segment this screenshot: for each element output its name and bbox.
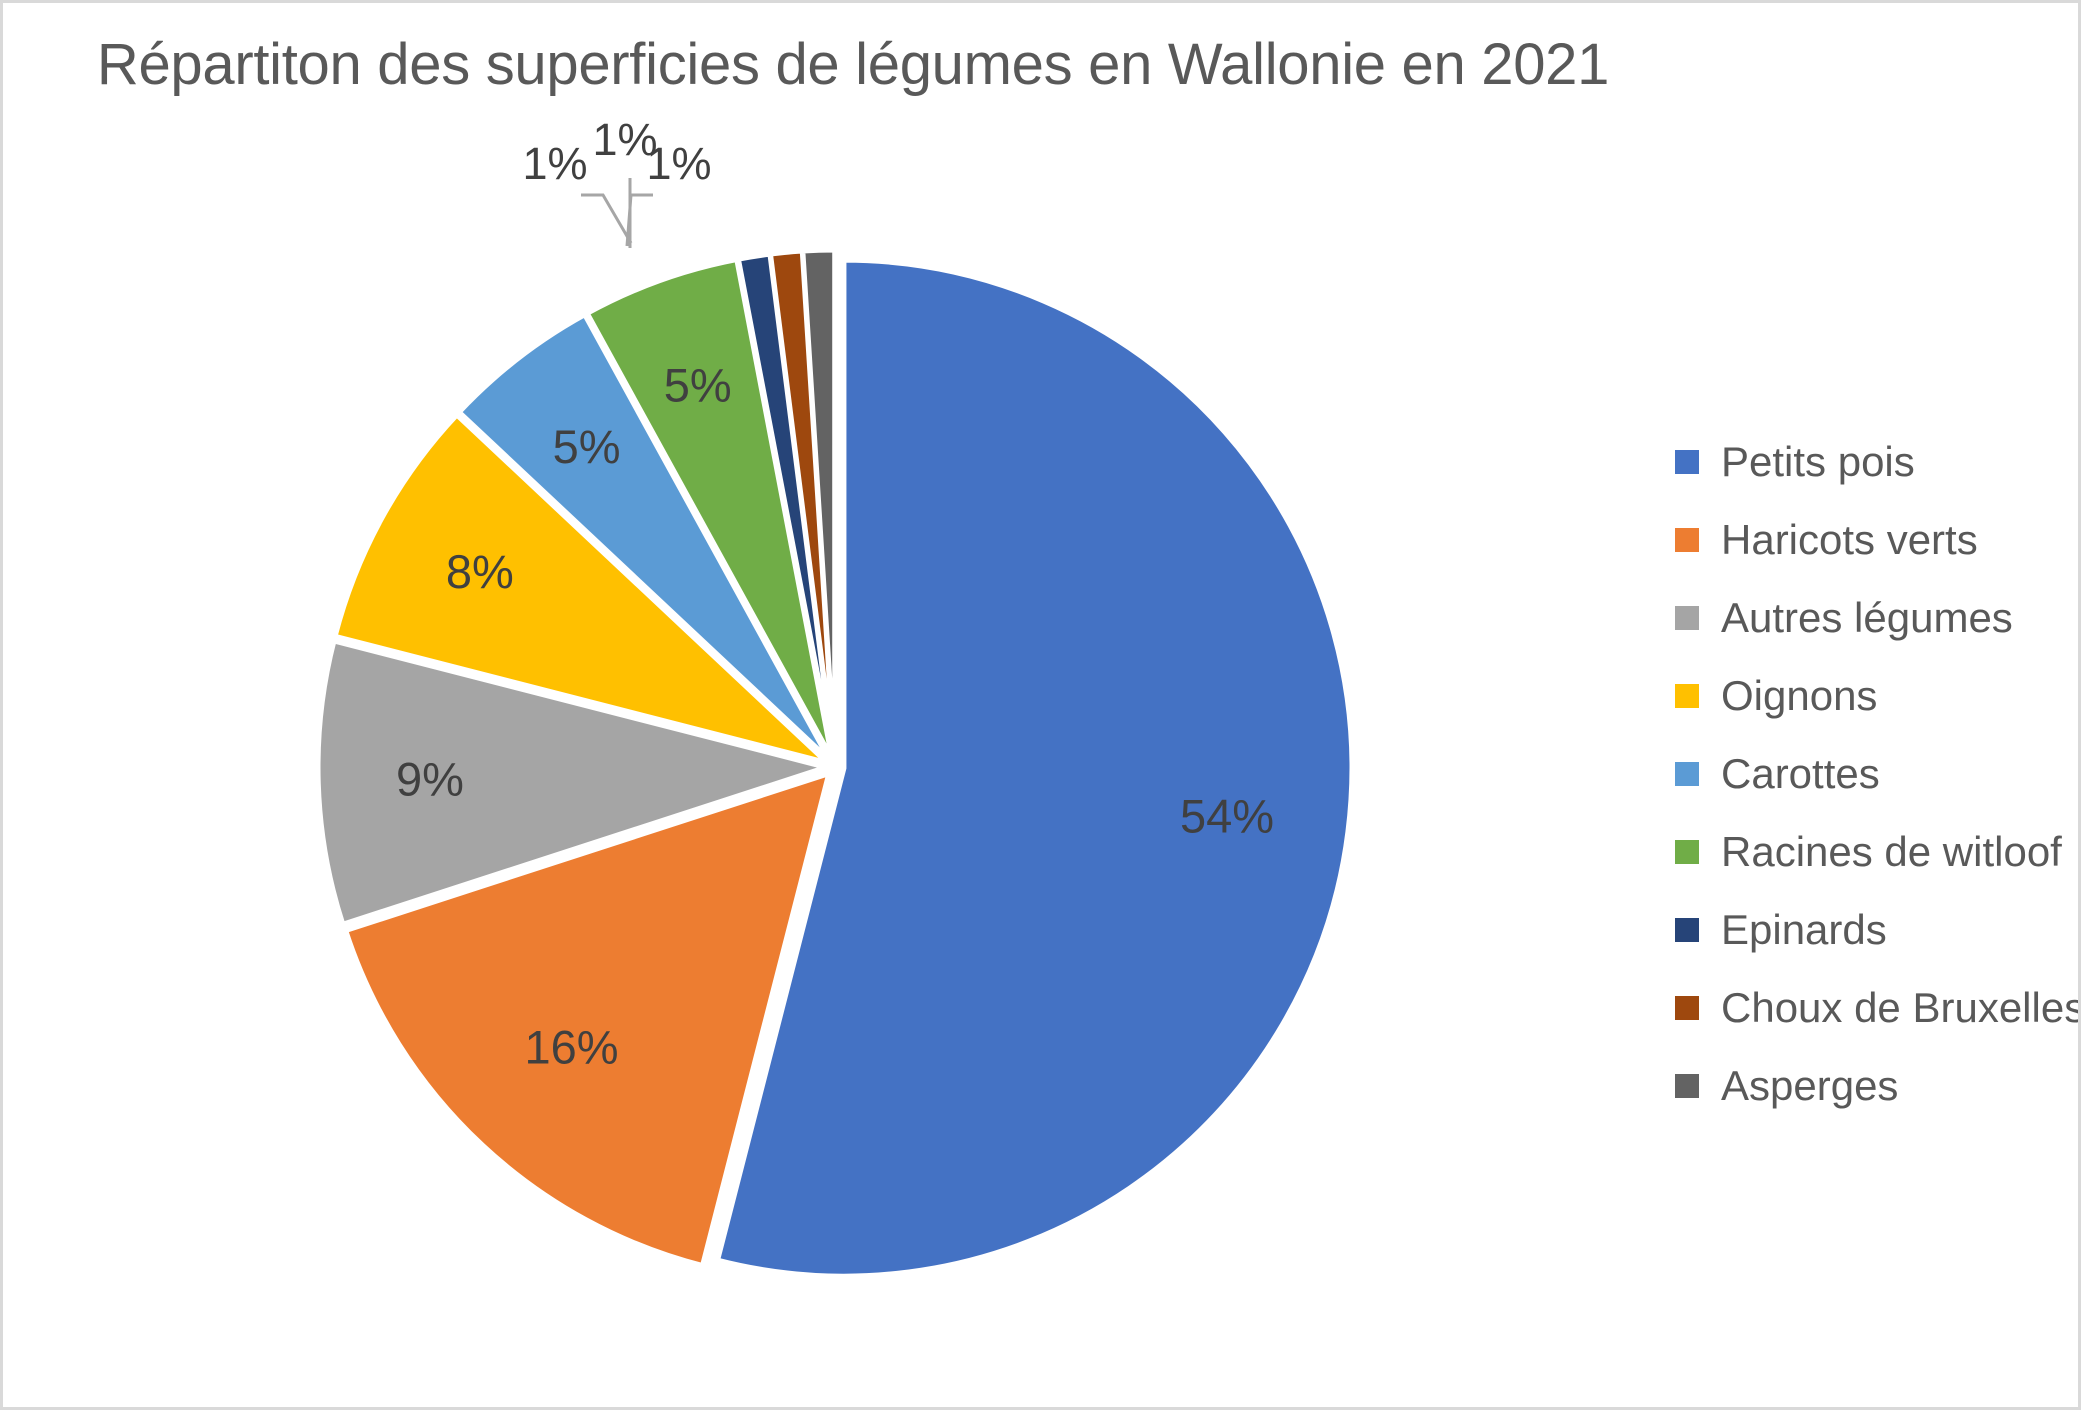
legend-item[interactable]: Haricots verts [1675, 501, 2075, 579]
pie-data-label: 1% [592, 114, 657, 165]
pie-slice[interactable] [583, 256, 835, 760]
pie-data-label: 9% [396, 753, 464, 806]
pie-data-label: 16% [524, 1021, 618, 1074]
legend-item[interactable]: Autres légumes [1675, 579, 2075, 657]
pie-slice[interactable] [714, 257, 1355, 1279]
legend-item-label: Epinards [1721, 906, 1887, 953]
pie-slices-group [315, 247, 1355, 1279]
legend-item[interactable]: Asperges [1675, 1047, 2075, 1125]
pie-slice[interactable] [342, 769, 833, 1269]
pie-data-label: 5% [553, 420, 621, 473]
legend-swatch-icon [1675, 684, 1699, 708]
legend-item-label: Haricots verts [1721, 516, 1978, 563]
legend-item[interactable]: Choux de Bruxelles [1675, 969, 2078, 1047]
legend-item-label: Asperges [1721, 1062, 1899, 1109]
legend-swatch-icon [1675, 996, 1699, 1020]
chart-legend: Petits pois Haricots verts Autres légumes O… [1675, 423, 2078, 1125]
legend-swatch-icon [1675, 450, 1699, 474]
legend-swatch-icon [1675, 762, 1699, 786]
pie-label-leader-line [581, 193, 633, 244]
legend-item-label: Oignons [1721, 672, 1878, 719]
pie-slice[interactable] [315, 637, 835, 928]
pie-plot-area: 54% 16% 9% 8% 5% 5% 1% 1% 1% [3, 3, 1663, 1407]
pie-data-labels-group: 54%16%9%8%5%5%1% 1%1% [396, 114, 1274, 1074]
pie-label-leader-line [625, 193, 653, 247]
pie-data-label: 1% [522, 138, 587, 189]
legend-swatch-icon [1675, 918, 1699, 942]
legend-swatch-icon [1675, 1074, 1699, 1098]
legend-item[interactable]: Epinards [1675, 891, 2075, 969]
pie-data-label: 5% [664, 359, 732, 412]
legend-item-label: Choux de Bruxelles [1721, 984, 2081, 1031]
pie-slice[interactable] [455, 311, 832, 762]
pie-slice[interactable] [800, 247, 838, 759]
legend-item[interactable]: Oignons [1675, 657, 2075, 735]
legend-swatch-icon [1675, 606, 1699, 630]
legend-item-label: Racines de witloof [1721, 828, 2062, 875]
pie-data-label: 54% [1180, 790, 1274, 843]
legend-item-label: Autres légumes [1721, 594, 2013, 641]
pie-slice[interactable] [332, 411, 829, 766]
pie-data-label: 8% [446, 545, 514, 598]
pie-chart-svg: 54%16%9%8%5%5%1% 1%1% [315, 114, 1355, 1279]
legend-item-label: Petits pois [1721, 438, 1915, 485]
legend-item[interactable]: Carottes [1675, 735, 2075, 813]
pie-data-label: 1% [646, 138, 711, 189]
legend-item[interactable]: Racines de witloof [1675, 813, 2075, 891]
pie-leader-lines-group [581, 178, 653, 248]
chart-title: Répartiton des superficies de légumes en… [96, 32, 1610, 97]
legend-item[interactable]: Petits pois [1675, 423, 2075, 501]
legend-item-label: Carottes [1721, 750, 1880, 797]
legend-swatch-icon [1675, 840, 1699, 864]
legend-swatch-icon [1675, 528, 1699, 552]
